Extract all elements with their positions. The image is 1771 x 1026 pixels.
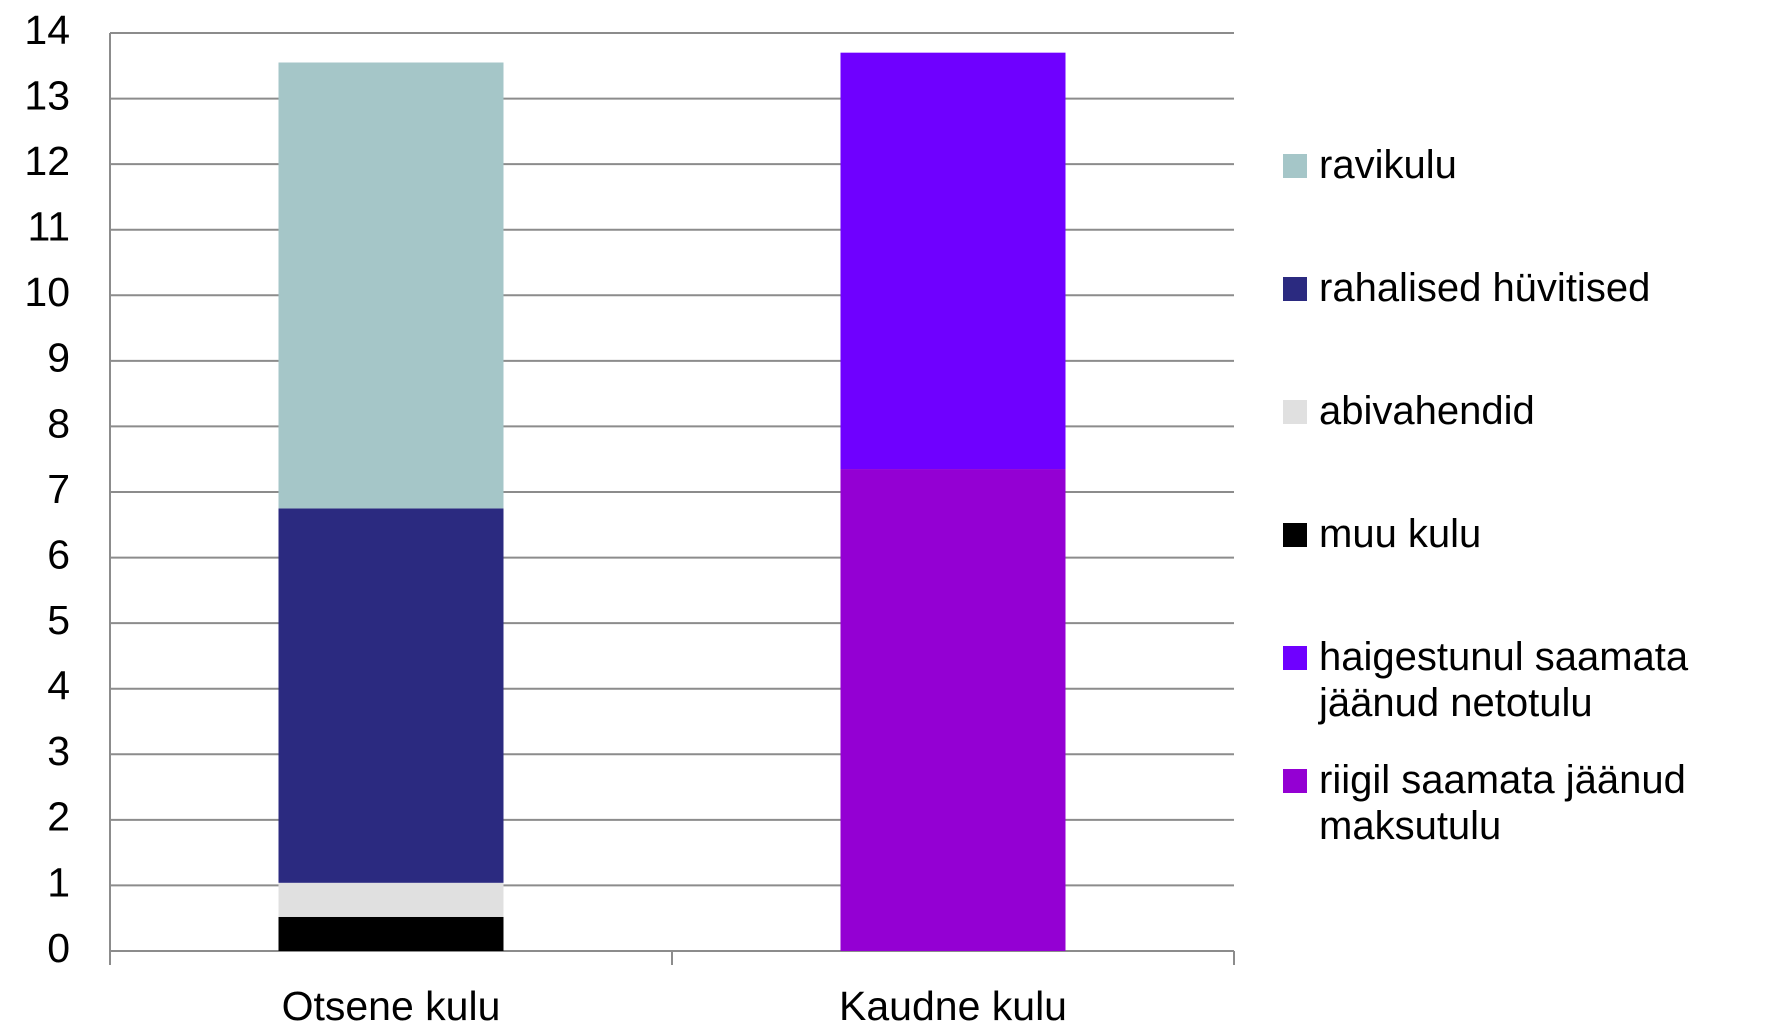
y-tick-label: 6: [47, 531, 70, 577]
y-tick-label: 4: [47, 663, 70, 709]
legend-swatch: [1283, 523, 1307, 547]
y-tick-label: 0: [47, 925, 70, 971]
legend-item: abivahendid: [1283, 388, 1753, 434]
bar-segment: [278, 882, 504, 917]
legend-swatch: [1283, 769, 1307, 793]
y-tick-label: 2: [47, 794, 70, 840]
y-tick-label: 8: [47, 400, 70, 446]
legend-label: haigestunul saamata jäänud netotulu: [1319, 635, 1689, 725]
y-tick-label: 7: [47, 466, 70, 512]
legend-item: rahalised hüvitised: [1283, 265, 1753, 311]
legend-item: haigestunul saamata jäänud netotulu: [1283, 634, 1753, 726]
legend-swatch: [1283, 154, 1307, 178]
y-tick-label: 5: [47, 597, 70, 643]
y-tick-label: 11: [27, 204, 70, 250]
bar-segment: [840, 52, 1066, 470]
y-tick-label: 9: [47, 335, 70, 381]
legend-label: riigil saamata jäänud maksutulu: [1319, 758, 1686, 848]
y-tick-label: 14: [24, 7, 70, 53]
legend-label: rahalised hüvitised: [1319, 266, 1651, 310]
legend-swatch: [1283, 646, 1307, 670]
legend-item: muu kulu: [1283, 511, 1753, 557]
legend-item: riigil saamata jäänud maksutulu: [1283, 757, 1753, 849]
legend-label: abivahendid: [1319, 389, 1535, 433]
bar-segment: [278, 62, 504, 509]
bar-segment: [840, 469, 1066, 951]
y-tick-label: 3: [47, 728, 70, 774]
y-tick-label: 10: [24, 269, 70, 315]
y-tick-label: 12: [24, 138, 70, 184]
bar-segment: [278, 916, 504, 951]
x-tick-label: Otsene kulu: [282, 983, 501, 1026]
y-tick-label: 1: [47, 859, 70, 905]
x-tick-label: Kaudne kulu: [839, 983, 1067, 1026]
legend-label: muu kulu: [1319, 512, 1482, 556]
bar-segment: [278, 508, 504, 883]
legend-swatch: [1283, 400, 1307, 424]
legend-item: ravikulu: [1283, 142, 1753, 188]
y-tick-label: 13: [24, 72, 70, 118]
legend-label: ravikulu: [1319, 143, 1457, 187]
legend-swatch: [1283, 277, 1307, 301]
